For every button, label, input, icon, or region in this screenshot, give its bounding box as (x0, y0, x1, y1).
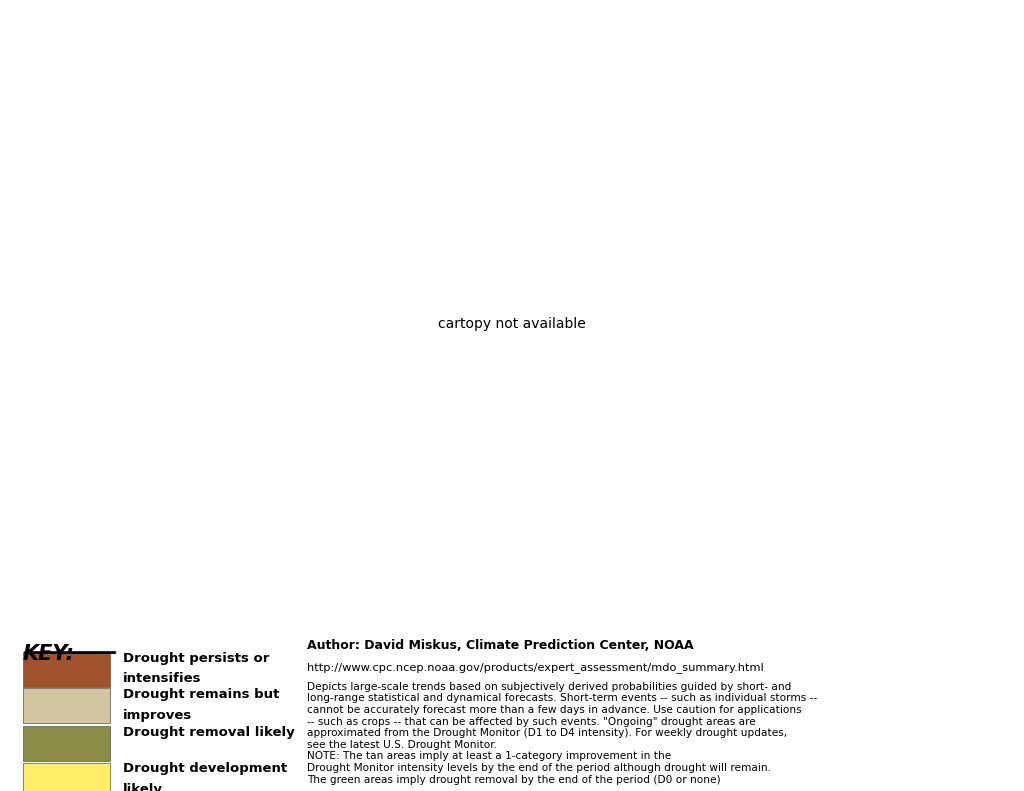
Text: Drought persists or: Drought persists or (123, 652, 269, 664)
Text: Depicts large-scale trends based on subjectively derived probabilities guided by: Depicts large-scale trends based on subj… (307, 682, 817, 785)
Text: improves: improves (123, 709, 193, 721)
Bar (23, 726, 110, 761)
Text: KEY:: KEY: (23, 644, 75, 664)
Text: cartopy not available: cartopy not available (438, 317, 586, 331)
Text: Author: David Miskus, Climate Prediction Center, NOAA: Author: David Miskus, Climate Prediction… (307, 639, 694, 652)
Bar (23, 763, 110, 791)
Text: likely: likely (123, 783, 163, 791)
Text: Drought removal likely: Drought removal likely (123, 726, 295, 739)
Text: intensifies: intensifies (123, 672, 202, 685)
Bar (23, 652, 110, 687)
Text: Drought remains but: Drought remains but (123, 688, 280, 701)
Text: http://www.cpc.ncep.noaa.gov/products/expert_assessment/mdo_summary.html: http://www.cpc.ncep.noaa.gov/products/ex… (307, 662, 764, 673)
Bar (23, 688, 110, 723)
Text: Drought development: Drought development (123, 763, 287, 775)
